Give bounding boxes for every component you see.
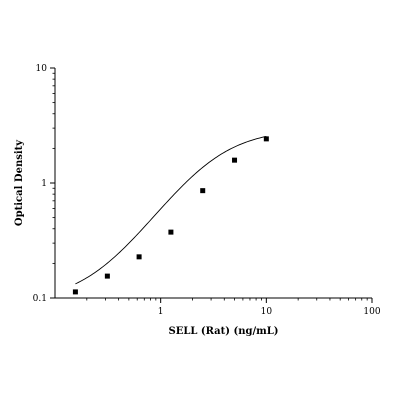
data-point — [200, 188, 206, 194]
data-point — [72, 289, 78, 295]
y-tick-label: 10 — [36, 64, 48, 74]
x-tick-label: 1 — [158, 307, 164, 317]
data-point — [136, 254, 142, 260]
y-axis-title: Optical Density — [14, 139, 25, 226]
x-axis-title: SELL (Rat) (ng/mL) — [169, 326, 279, 337]
x-tick-label: 100 — [363, 307, 380, 317]
fit-curve-line — [75, 135, 267, 285]
data-points — [72, 136, 269, 295]
data-point — [263, 136, 269, 142]
ticks — [50, 67, 373, 303]
tick-labels: 1 10 100 0.1 1 10 — [33, 64, 381, 317]
x-tick-label: 10 — [261, 307, 273, 317]
y-tick-label: 1 — [41, 179, 47, 189]
axes — [54, 68, 372, 299]
data-point — [104, 273, 110, 279]
data-point — [168, 229, 174, 235]
y-tick-label: 0.1 — [33, 294, 47, 304]
data-point — [232, 157, 238, 163]
